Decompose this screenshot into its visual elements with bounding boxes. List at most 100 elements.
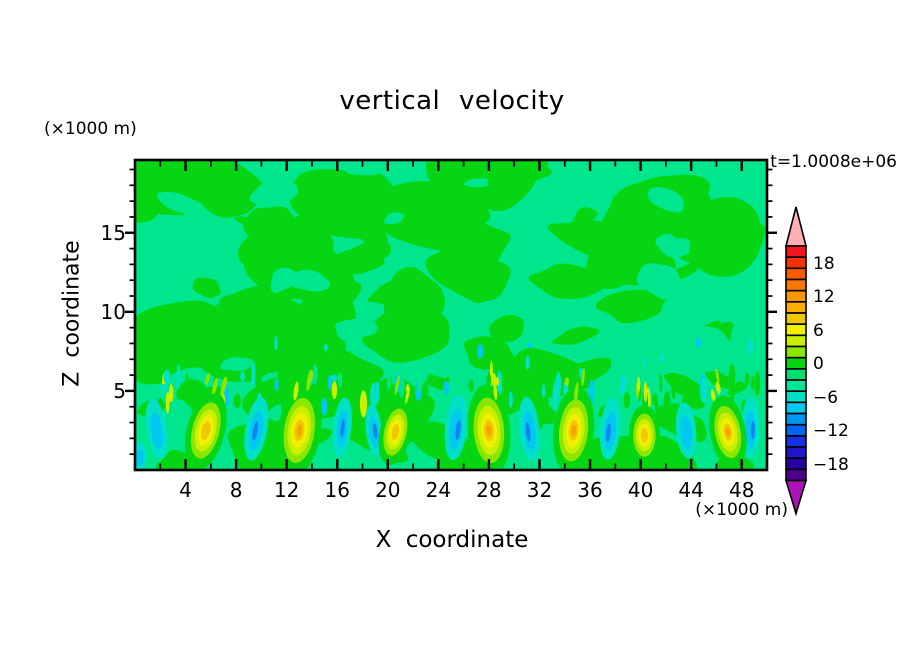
colorbar-tick-label: −6	[813, 387, 839, 408]
y-tick-label: 5	[113, 378, 126, 403]
x-axis-unit-label: (×1000 m)	[695, 500, 788, 520]
contour-field	[135, 160, 767, 470]
page-title: vertical velocity	[339, 86, 565, 116]
x-tick-label: 16	[324, 478, 350, 502]
downdraft-lens	[675, 402, 697, 459]
colorbar-box	[785, 379, 807, 393]
colorbar-box	[785, 289, 807, 303]
field-patch	[421, 201, 448, 214]
plot-border	[133, 158, 769, 472]
downdraft-core-speck	[252, 421, 259, 441]
field-patch	[192, 304, 332, 375]
downdraft-lens	[365, 404, 383, 457]
axes	[125, 158, 777, 472]
colorbar-box	[785, 267, 807, 281]
downdraft-lens	[135, 441, 148, 470]
colorbar-tick-label: 18	[813, 253, 835, 274]
field-patch	[685, 226, 733, 261]
field-patch	[528, 263, 606, 300]
colorbar-box	[785, 412, 807, 426]
x-tick-label: 24	[425, 478, 452, 502]
updraft-blob	[709, 368, 747, 469]
colorbar-box	[785, 423, 807, 437]
x-tick-label: 4	[179, 478, 192, 502]
time-stamp-label: t=1.0008e+06	[770, 152, 897, 172]
x-axis-title: X coordinate	[375, 527, 529, 553]
field-patch	[422, 160, 549, 181]
updraft-blob	[628, 376, 661, 466]
x-tick-label: 8	[229, 478, 243, 502]
field-patch	[572, 206, 598, 226]
x-tick-label: 28	[476, 478, 502, 502]
colorbar-tick-label: 0	[813, 354, 824, 375]
x-tick-label: 44	[678, 478, 704, 502]
field-patch	[522, 363, 558, 383]
colorbar-tick-label: −18	[813, 454, 849, 475]
y-axis-unit-label: (×1000 m)	[44, 119, 137, 139]
field-patch	[705, 371, 736, 389]
field-patch	[234, 216, 271, 227]
field-patch	[264, 219, 334, 271]
field-patch	[551, 326, 600, 345]
field-patch	[466, 293, 485, 304]
x-tick-label: 32	[526, 478, 553, 502]
downdraft-lens	[332, 397, 352, 458]
downdraft-lens	[244, 397, 269, 461]
downdraft-core-speck	[455, 420, 461, 440]
y-tick-label: 15	[100, 220, 126, 245]
colorbar-top-arrow	[784, 206, 808, 247]
y-tick-label: 10	[100, 299, 126, 324]
colorbar-box	[785, 356, 807, 370]
field-patch	[301, 169, 396, 240]
field-patch	[439, 222, 511, 279]
colorbar-box	[785, 401, 807, 415]
colorbar-box	[785, 323, 807, 337]
updraft-blob	[277, 369, 322, 470]
colorbar-tick-label: 6	[813, 320, 824, 341]
updraft-blob	[184, 372, 228, 470]
colorbar-bottom-arrow	[784, 479, 808, 517]
updraft-blob	[553, 368, 595, 470]
colorbar-box	[785, 301, 807, 314]
colorbar-box	[785, 446, 807, 460]
colorbar-box	[785, 435, 807, 448]
colorbar-box	[785, 345, 807, 359]
x-tick-label: 12	[273, 478, 300, 502]
downdraft-core-speck	[525, 422, 531, 442]
downdraft-lens	[518, 397, 540, 461]
colorbar	[784, 206, 808, 517]
field-patch	[367, 279, 415, 305]
downdraft-lens	[145, 399, 168, 459]
field-patch	[135, 300, 217, 377]
downdraft-core-speck	[373, 423, 378, 439]
field-patch	[335, 280, 362, 304]
downdraft-core-speck	[750, 421, 755, 440]
colorbar-box	[785, 390, 807, 404]
field-patch	[362, 307, 450, 363]
field-patch	[205, 187, 243, 216]
x-tick-label: 20	[375, 478, 401, 502]
y-axis-title: Z coordinate	[59, 240, 85, 387]
colorbar-box	[785, 312, 807, 325]
x-tick-label: 36	[577, 478, 603, 502]
updraft-blob	[467, 373, 511, 470]
x-tick-label: 48	[728, 478, 755, 502]
downdraft-lens	[599, 397, 621, 460]
downdraft-core-speck	[340, 419, 345, 438]
field-patch	[488, 314, 524, 342]
colorbar-box	[785, 256, 807, 270]
colorbar-box	[785, 368, 807, 381]
x-tick-label: 40	[627, 478, 654, 502]
colorbar-box	[785, 468, 807, 482]
downdraft-lens	[444, 394, 468, 461]
colorbar-box	[785, 334, 807, 348]
updraft-blob	[378, 375, 413, 466]
colorbar-box	[785, 245, 807, 258]
field-patch	[595, 289, 668, 324]
colorbar-tick-label: 12	[813, 287, 835, 308]
colorbar-box	[785, 457, 807, 471]
field-patch	[463, 336, 518, 370]
downdraft-core-speck	[606, 423, 611, 442]
